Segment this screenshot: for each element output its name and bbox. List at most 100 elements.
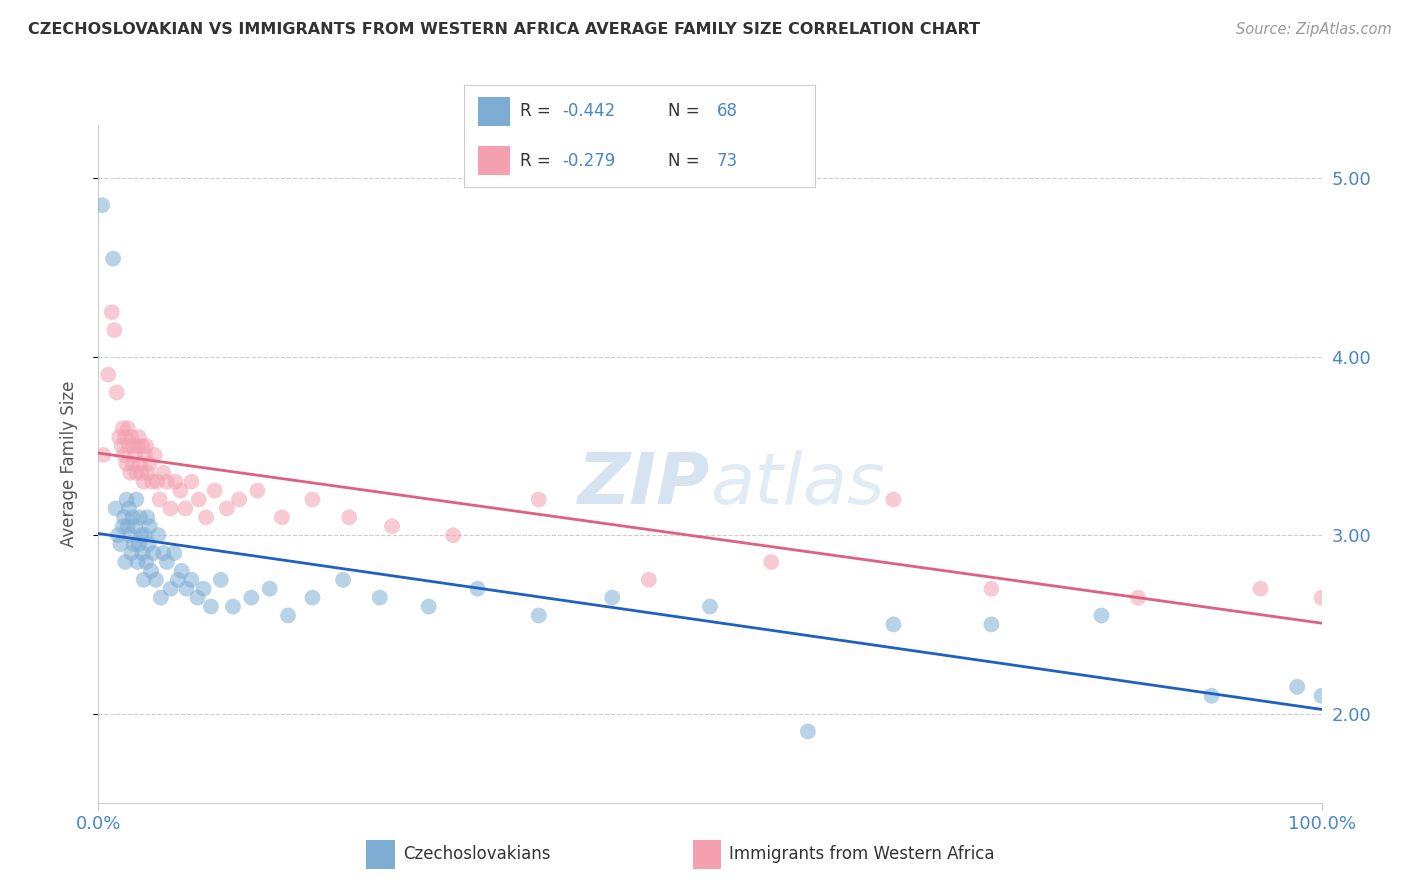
Point	[170, 564, 193, 578]
Point	[200, 599, 222, 614]
Point	[215, 501, 238, 516]
Point	[1286, 680, 1309, 694]
Point	[120, 466, 142, 480]
Point	[883, 617, 905, 632]
Point	[797, 724, 820, 739]
Point	[91, 198, 114, 212]
Text: N =: N =	[668, 103, 704, 120]
Text: Immigrants from Western Africa: Immigrants from Western Africa	[730, 845, 995, 863]
Point	[124, 519, 146, 533]
Point	[301, 492, 323, 507]
FancyBboxPatch shape	[367, 839, 395, 869]
Point	[131, 439, 153, 453]
Point	[141, 475, 163, 489]
Text: 68: 68	[717, 103, 738, 120]
Point	[527, 608, 550, 623]
Point	[121, 457, 143, 471]
Point	[120, 546, 142, 560]
Point	[146, 475, 169, 489]
Point	[467, 582, 489, 596]
Point	[180, 475, 202, 489]
Point	[139, 564, 162, 578]
Text: 73: 73	[717, 152, 738, 169]
Point	[1090, 608, 1112, 623]
Point	[187, 492, 209, 507]
Text: atlas: atlas	[710, 450, 884, 518]
Point	[980, 617, 1002, 632]
Point	[111, 421, 134, 435]
Point	[209, 573, 232, 587]
Point	[139, 519, 162, 533]
Point	[246, 483, 269, 498]
Point	[125, 492, 148, 507]
Point	[111, 519, 134, 533]
Point	[114, 430, 136, 444]
Point	[128, 537, 150, 551]
Point	[138, 537, 160, 551]
Point	[104, 501, 127, 516]
Point	[129, 528, 152, 542]
Point	[159, 501, 181, 516]
Point	[97, 368, 120, 382]
Point	[270, 510, 294, 524]
Point	[1310, 689, 1333, 703]
FancyBboxPatch shape	[693, 839, 721, 869]
Point	[145, 573, 167, 587]
Point	[980, 582, 1002, 596]
Point	[101, 252, 124, 266]
Point	[1250, 582, 1272, 596]
Point	[121, 510, 143, 524]
Text: -0.442: -0.442	[562, 103, 616, 120]
Point	[169, 483, 191, 498]
Point	[167, 573, 190, 587]
Text: Source: ZipAtlas.com: Source: ZipAtlas.com	[1236, 22, 1392, 37]
Point	[134, 448, 156, 462]
Point	[193, 582, 215, 596]
Point	[332, 573, 354, 587]
Point	[115, 457, 138, 471]
Point	[91, 448, 114, 462]
Point	[1201, 689, 1223, 703]
Point	[527, 492, 550, 507]
Point	[143, 448, 166, 462]
Point	[105, 385, 128, 400]
Point	[301, 591, 323, 605]
Point	[149, 492, 172, 507]
Point	[108, 430, 131, 444]
Point	[1128, 591, 1150, 605]
Point	[132, 573, 155, 587]
Point	[277, 608, 299, 623]
FancyBboxPatch shape	[478, 97, 510, 126]
Point	[152, 546, 174, 560]
Text: R =: R =	[520, 103, 557, 120]
Point	[195, 510, 218, 524]
Point	[142, 546, 165, 560]
Point	[152, 466, 174, 480]
Point	[127, 555, 149, 569]
Point	[129, 466, 152, 480]
Point	[128, 430, 150, 444]
Point	[139, 457, 162, 471]
Point	[136, 510, 159, 524]
Point	[337, 510, 360, 524]
Point	[204, 483, 226, 498]
Point	[117, 421, 139, 435]
Text: R =: R =	[520, 152, 557, 169]
Point	[259, 582, 281, 596]
Point	[222, 599, 245, 614]
Point	[174, 501, 197, 516]
Text: -0.279: -0.279	[562, 152, 616, 169]
Point	[136, 466, 159, 480]
Point	[180, 573, 202, 587]
Point	[118, 501, 141, 516]
Point	[120, 528, 142, 542]
Point	[135, 555, 157, 569]
Point	[122, 537, 145, 551]
Point	[176, 582, 198, 596]
Point	[156, 475, 179, 489]
Point	[110, 537, 132, 551]
Point	[368, 591, 391, 605]
Point	[163, 546, 186, 560]
Point	[131, 546, 153, 560]
Point	[228, 492, 250, 507]
